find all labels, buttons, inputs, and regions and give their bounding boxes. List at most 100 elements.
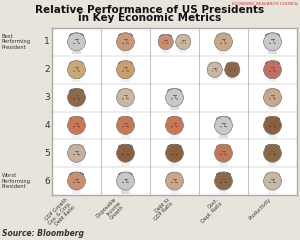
Ellipse shape (264, 116, 281, 134)
Ellipse shape (127, 182, 129, 183)
Ellipse shape (127, 154, 129, 155)
Ellipse shape (158, 41, 159, 43)
Ellipse shape (269, 126, 271, 127)
Bar (220, 132, 226, 136)
Ellipse shape (171, 154, 173, 155)
Ellipse shape (172, 41, 173, 43)
Text: Debt to
GDP Ratio: Debt to GDP Ratio (150, 197, 175, 222)
Bar (169, 134, 179, 138)
Ellipse shape (216, 144, 231, 151)
Bar (169, 190, 179, 193)
Bar (219, 190, 228, 193)
Ellipse shape (68, 180, 69, 182)
Bar (122, 132, 129, 136)
Ellipse shape (215, 33, 232, 51)
Ellipse shape (84, 180, 86, 182)
Text: 3: 3 (44, 93, 50, 102)
Bar (171, 188, 178, 192)
Ellipse shape (166, 144, 183, 162)
Ellipse shape (158, 34, 173, 49)
Ellipse shape (68, 41, 69, 43)
Ellipse shape (84, 125, 86, 126)
Ellipse shape (171, 126, 173, 127)
Bar (181, 48, 186, 51)
Text: Source: Bloomberg: Source: Bloomberg (2, 229, 84, 238)
Ellipse shape (269, 98, 271, 99)
Ellipse shape (133, 69, 134, 71)
Text: 6: 6 (44, 177, 50, 186)
Ellipse shape (225, 69, 226, 71)
Ellipse shape (280, 69, 281, 71)
Ellipse shape (68, 97, 69, 98)
Ellipse shape (190, 41, 191, 43)
Ellipse shape (133, 41, 134, 43)
Ellipse shape (221, 69, 222, 71)
Bar (122, 77, 129, 80)
Ellipse shape (118, 116, 133, 123)
Bar (220, 160, 226, 164)
Bar (268, 134, 278, 138)
Ellipse shape (274, 98, 276, 99)
Text: Worst
Performing
President: Worst Performing President (2, 173, 31, 189)
Ellipse shape (69, 60, 84, 67)
Bar (179, 49, 188, 53)
Text: Productivity: Productivity (248, 197, 272, 221)
Ellipse shape (176, 182, 178, 183)
Bar (269, 49, 276, 53)
Ellipse shape (122, 182, 124, 183)
Ellipse shape (220, 126, 222, 127)
Bar (230, 76, 235, 79)
Ellipse shape (215, 172, 232, 190)
Ellipse shape (133, 125, 134, 126)
Ellipse shape (117, 116, 134, 134)
Ellipse shape (280, 41, 281, 43)
Ellipse shape (225, 182, 227, 183)
Bar (121, 190, 130, 193)
Ellipse shape (122, 126, 124, 127)
Ellipse shape (84, 69, 86, 71)
Ellipse shape (171, 98, 173, 99)
Bar (122, 105, 129, 108)
Bar (268, 51, 278, 54)
Ellipse shape (264, 41, 265, 43)
Ellipse shape (68, 89, 85, 107)
Text: in Key Economic Metrics: in Key Economic Metrics (78, 13, 222, 23)
Ellipse shape (69, 33, 84, 40)
Ellipse shape (159, 34, 172, 40)
Ellipse shape (166, 180, 167, 182)
Ellipse shape (78, 154, 80, 155)
Bar (74, 49, 80, 53)
Ellipse shape (167, 88, 182, 95)
Ellipse shape (68, 125, 69, 126)
Ellipse shape (78, 43, 80, 44)
Ellipse shape (264, 61, 281, 79)
Ellipse shape (214, 125, 216, 126)
Ellipse shape (215, 116, 232, 134)
Ellipse shape (127, 98, 129, 99)
Ellipse shape (166, 116, 183, 134)
Ellipse shape (264, 125, 265, 126)
Ellipse shape (166, 172, 183, 190)
Bar (268, 107, 278, 110)
Bar (171, 160, 178, 164)
Bar (269, 77, 276, 80)
Ellipse shape (68, 144, 85, 162)
Ellipse shape (182, 180, 183, 182)
Ellipse shape (167, 144, 182, 151)
Ellipse shape (78, 98, 80, 99)
Ellipse shape (127, 126, 129, 127)
Ellipse shape (182, 97, 183, 98)
Ellipse shape (69, 116, 84, 123)
Ellipse shape (176, 41, 177, 43)
Ellipse shape (166, 125, 167, 126)
Ellipse shape (68, 152, 69, 154)
Ellipse shape (182, 152, 183, 154)
Ellipse shape (117, 89, 134, 107)
Ellipse shape (220, 43, 222, 44)
Bar (72, 162, 81, 166)
Ellipse shape (73, 71, 75, 72)
Bar (269, 132, 276, 136)
Ellipse shape (214, 41, 216, 43)
Bar (169, 107, 179, 110)
Bar (121, 79, 130, 82)
